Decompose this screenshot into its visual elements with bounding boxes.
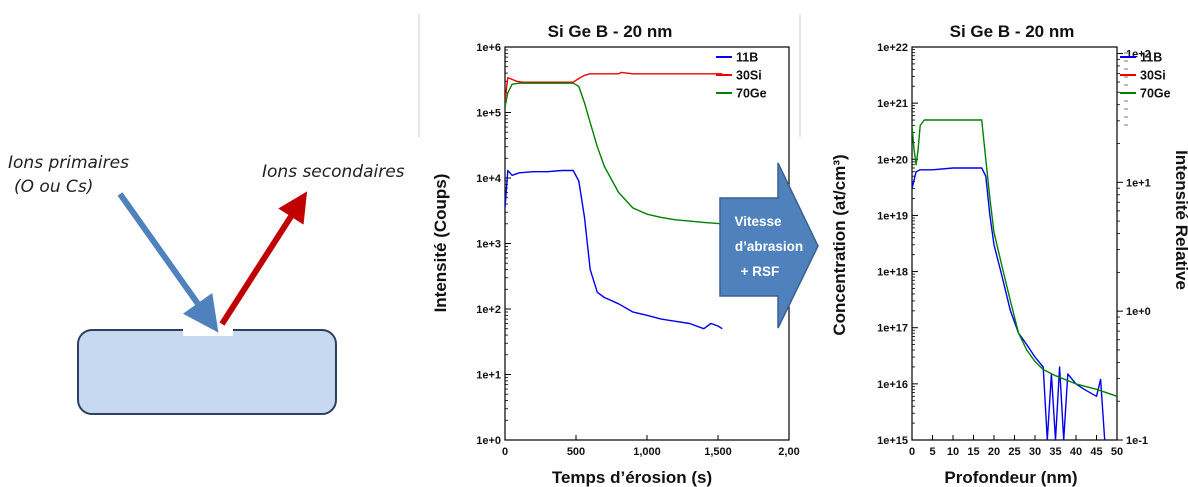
chart-left-title: Si Ge B - 20 nm [548,22,673,41]
secondary-ions-label: Ions secondaires [262,162,405,182]
chart-left-y-axis-title: Intensité (Coups) [431,174,450,313]
right-y-tick-label: 1e+17 [877,323,908,335]
chart-right-y-axis-title: Concentration (at/cm³) [830,154,849,335]
conversion-arrow: Vitesse d’abrasion + RSF [719,162,819,329]
left-x-tick-label: 0 [502,446,508,458]
impact-zone [183,324,233,336]
chart-intensity-vs-time: Si Ge B - 20 nm 1e+0 1e+1 1e+2 1e+3 1e+4 1e+5… [431,22,800,487]
right-x-tick-label: 30 [1029,446,1041,458]
right-y-tick-label: 1e+22 [877,42,908,54]
right-y-tick-label: 1e+20 [877,154,908,166]
left-legend-label-11B: 11B [736,51,758,65]
sims-schematic: Ions primaires (O ou Cs) Ions secondaire… [8,153,405,415]
conversion-arrow-line1: Vitesse [734,214,782,229]
left-y-tick-label: 1e+1 [476,370,501,382]
left-series-line-30Si [505,71,723,102]
left-y-tick-label: 1e+0 [476,435,501,447]
left-y-tick-label: 1e+3 [476,239,501,251]
conversion-arrow-line2: d’abrasion [735,239,803,254]
right-series-line-70Ge [912,119,1117,397]
right-legend-label-70Ge: 70Ge [1140,87,1171,101]
chart-left-legend: 11B 30Si 70Ge [716,51,767,101]
left-x-tick-label: 1,000 [633,446,661,458]
right-y-tick-label: 1e+15 [877,435,908,447]
left-series-line-70Ge [505,82,723,225]
left-x-tick-label: 1,500 [704,446,732,458]
primary-ions-sublabel: (O ou Cs) [14,177,93,197]
chart-right-title: Si Ge B - 20 nm [950,22,1075,41]
right-x-tick-label: 40 [1070,446,1082,458]
chart-concentration-vs-depth: Si Ge B - 20 nm 1e+151e+161e+171e+181e+1… [830,22,1188,487]
right-x-tick-label: 15 [967,446,979,458]
right-x-tick-label: 20 [988,446,1000,458]
right-x-tick-label: 5 [929,446,935,458]
right-x-tick-label: 50 [1111,446,1123,458]
left-y-tick-label: 1e+2 [476,304,501,316]
left-y-tick-label: 1e+4 [476,173,502,185]
chart-right-secondary-y-axis-title: Intensité Relative [1172,150,1188,290]
chart-right-legend: 11B 30Si 70Ge [1120,51,1171,101]
left-series-line-11B [505,169,723,330]
primary-ion-beam-arrow [117,192,219,333]
left-y-tick-label: 1e+5 [476,108,501,120]
left-x-tick-label: 2,00 [778,446,799,458]
sample-block [77,329,337,415]
primary-ions-label: Ions primaires [8,153,129,173]
right-y2-tick-label: 1e-1 [1126,435,1148,447]
chart-left-x-ticks: 0 500 1,000 1,500 2,00 [502,435,800,458]
left-legend-label-70Ge: 70Ge [736,87,767,101]
chart-right-y-ticks: 1e+15 1e+16 1e+17 1e+18 1e+19 1e+20 1e+21 1e+22 [877,42,918,447]
right-x-tick-label: 0 [909,446,915,458]
right-legend-label-30Si: 30Si [1140,69,1166,83]
right-y-tick-label: 1e+18 [877,267,908,279]
right-y2-tick-label: 1e+1 [1126,177,1151,189]
chart-right-secondary-y-ticks: 1e-11e+01e+11e+2 [1117,48,1151,447]
chart-left-series [505,71,723,330]
conversion-arrow-shape [719,162,819,329]
chart-left-y-ticks: 1e+0 1e+1 1e+2 1e+3 1e+4 1e+5 1e+6 [476,42,511,447]
left-x-tick-label: 500 [567,446,585,458]
right-x-tick-label: 45 [1090,446,1102,458]
chart-right-x-ticks: 0 5 10 15 20 25 30 35 40 45 50 [909,435,1123,458]
right-y-tick-label: 1e+16 [877,379,908,391]
chart-right-x-axis-title: Profondeur (nm) [944,468,1077,487]
right-y-tick-label: 1e+21 [877,98,908,110]
secondary-ion-beam-arrow [219,191,308,326]
chart-right-series [912,119,1117,440]
right-legend-label-11B: 11B [1140,51,1162,65]
right-x-tick-label: 10 [947,446,959,458]
right-y-tick-label: 1e+19 [877,210,908,222]
right-series-line-11B [912,167,1106,440]
left-legend-label-30Si: 30Si [736,69,762,83]
left-y-tick-label: 1e+6 [476,42,501,54]
right-y2-tick-label: 1e+0 [1126,306,1151,318]
right-x-tick-label: 35 [1049,446,1061,458]
chart-right-plot-area [911,46,1118,441]
right-x-tick-label: 25 [1008,446,1020,458]
conversion-arrow-line3: + RSF [741,264,780,279]
chart-left-x-axis-title: Temps d’érosion (s) [552,468,712,487]
